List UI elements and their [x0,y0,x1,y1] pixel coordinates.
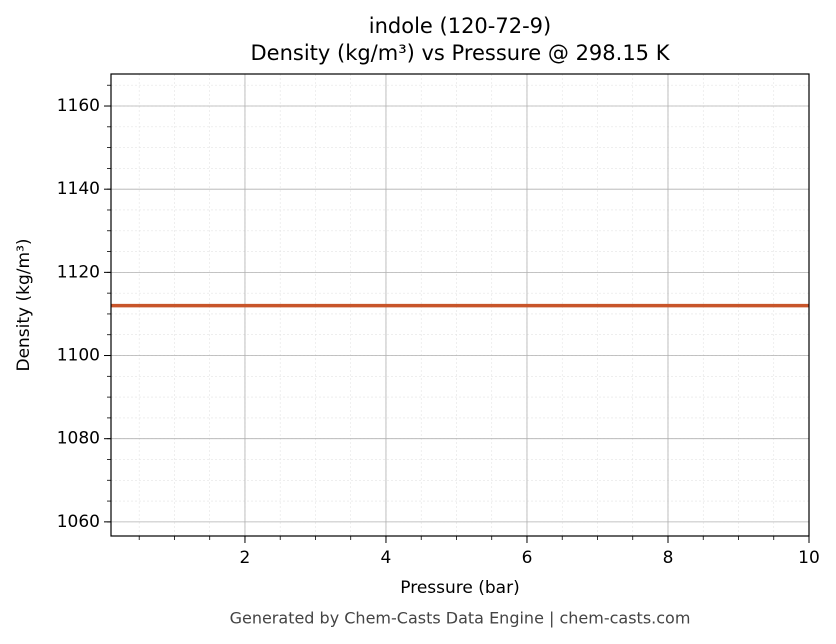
chart-subtitle: Density (kg/m³) vs Pressure @ 298.15 K [250,41,670,65]
y-tick-label: 1160 [57,96,100,116]
plot-frame [110,73,810,537]
y-tick-label: 1120 [57,262,100,282]
x-tick-label: 4 [381,548,392,568]
y-tick-label: 1140 [57,179,100,199]
y-axis-label: Density (kg/m³) [14,238,34,371]
y-tick-label: 1060 [57,512,100,532]
x-tick-label: 8 [663,548,674,568]
x-tick-label: 2 [240,548,251,568]
y-tick-label: 1100 [57,346,100,366]
x-tick-label: 6 [522,548,533,568]
chart-title: indole (120-72-9) [369,14,551,38]
x-axis-label: Pressure (bar) [400,578,519,598]
footer: Generated by Chem-Casts Data Engine | ch… [230,609,691,628]
y-tick-label: 1080 [57,429,100,449]
x-tick-label: 10 [798,548,820,568]
